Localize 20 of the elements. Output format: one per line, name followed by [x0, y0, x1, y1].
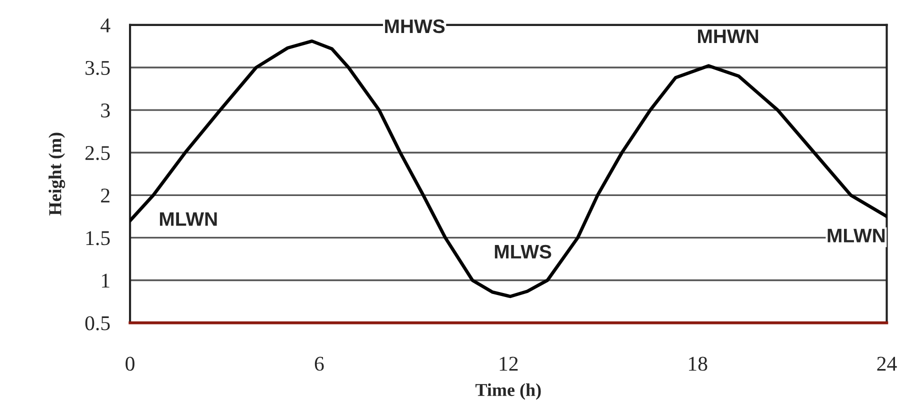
annotation: MHWS: [385, 19, 445, 34]
y-tick-label: 0.5: [85, 316, 110, 330]
y-axis-title: Height (m): [48, 132, 66, 216]
annotation: MHWN: [698, 30, 758, 44]
y-tick-label: 1.5: [86, 231, 110, 246]
y-tick-label: 3.5: [86, 60, 110, 76]
annotation: MLWS: [494, 244, 552, 259]
y-tick-label: 3: [101, 103, 110, 118]
x-tick-label: 0: [126, 356, 134, 371]
annotation: MLWN: [828, 228, 885, 242]
annotation: MLWN: [160, 212, 217, 226]
x-axis-title: Time (h): [475, 383, 541, 400]
y-tick-label: 4: [100, 18, 110, 32]
x-tick-label: 24: [877, 356, 897, 371]
y-tick-label: 2: [101, 188, 110, 202]
y-tick-label: 2.5: [85, 146, 110, 160]
y-tick-label: 1: [102, 274, 110, 288]
x-tick-label: 18: [688, 356, 708, 371]
x-tick-label: 6: [314, 356, 324, 371]
x-tick-label: 12: [500, 356, 518, 371]
